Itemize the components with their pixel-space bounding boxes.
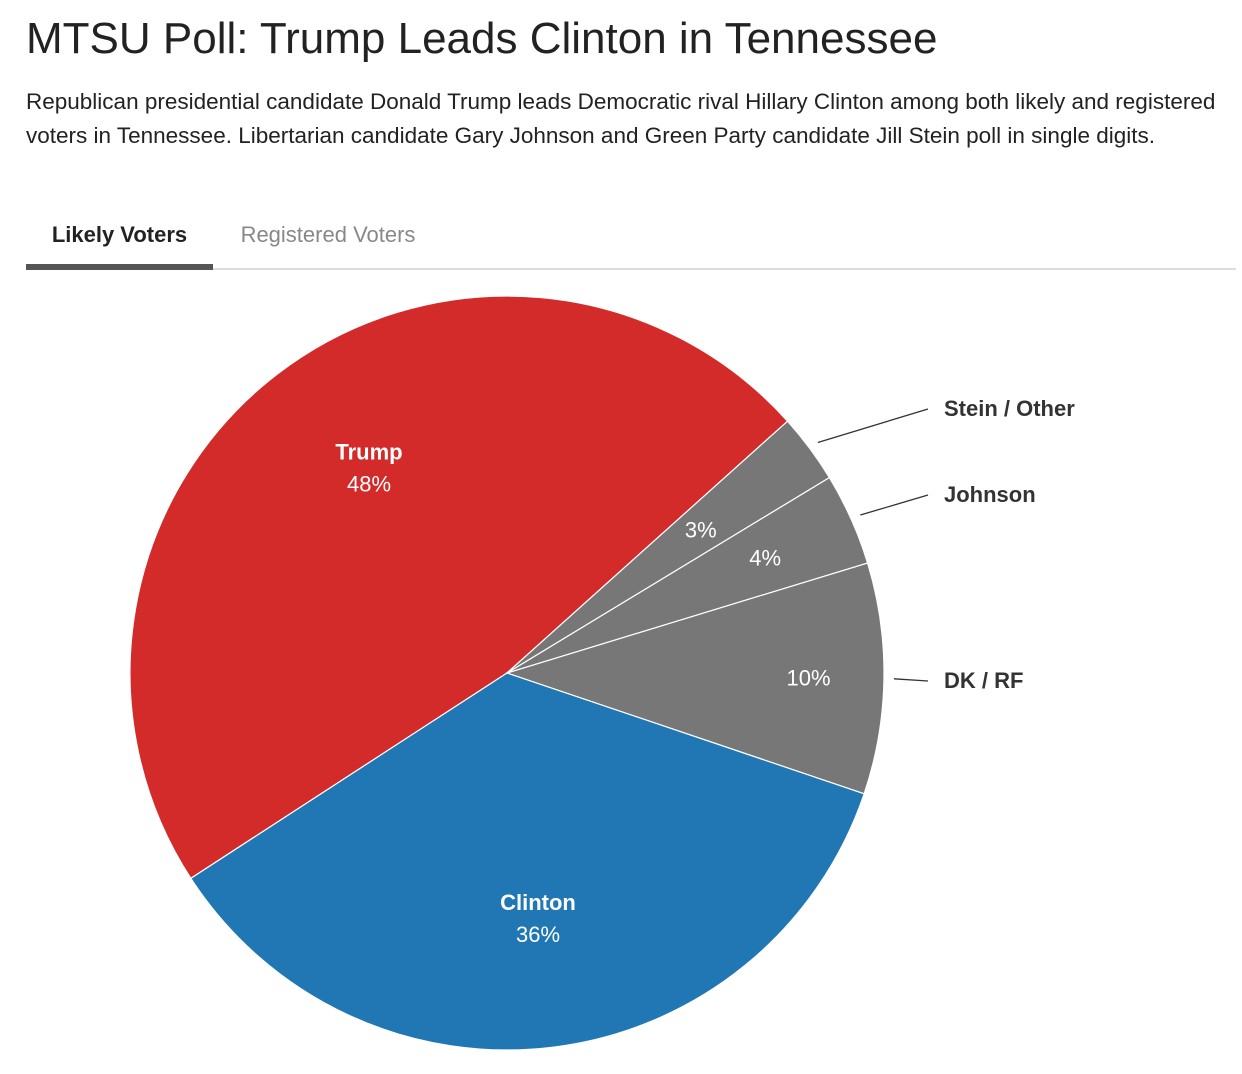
leader-line-dk-rf [893,678,929,682]
slice-value-johnson: 4% [749,546,781,571]
tab-registered-voters[interactable]: Registered Voters [240,222,416,247]
pie-slice-clinton [189,672,865,1051]
leader-line-stein-other [817,408,929,444]
slice-value-clinton: 36% [516,922,560,947]
page-title: MTSU Poll: Trump Leads Clinton in Tennes… [26,14,938,63]
pie-slice-dk-rf [505,562,885,795]
slice-labels: Trump 48% 3% Stein / Other 4% Johnson 10% DK / … [335,396,1075,947]
tab-bar: Likely Voters Registered Voters [26,214,1236,270]
slice-name-johnson: Johnson [944,482,1036,507]
leader-line-johnson [860,494,929,516]
slice-name-clinton: Clinton [500,890,576,915]
slice-name-trump: Trump [335,439,402,464]
slice-name-dk-rf: DK / RF [944,668,1023,693]
tab-likely-voters[interactable]: Likely Voters [26,214,213,270]
slice-value-stein-other: 3% [685,517,717,542]
leader-lines [817,408,929,682]
pie-slice-trump [129,295,789,880]
slice-value-trump: 48% [347,471,391,496]
pie-chart: Trump 48% 3% Stein / Other 4% Johnson 10% DK / … [129,295,1075,1051]
slice-name-stein-other: Stein / Other [944,396,1075,421]
slice-value-dk-rf: 10% [787,666,831,691]
chart-subtitle: Republican presidential candidate Donald… [26,89,1216,148]
pie-slices [129,295,885,1051]
